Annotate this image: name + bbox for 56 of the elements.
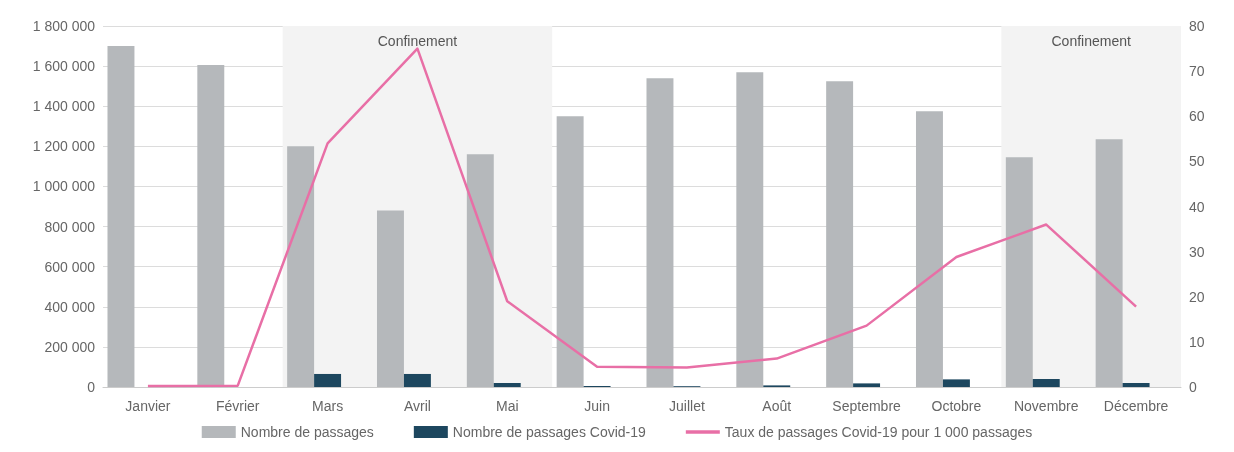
y2-tick-label: 30 bbox=[1189, 243, 1205, 260]
band-label: Confinement bbox=[1051, 33, 1131, 49]
y2-tick-label: 70 bbox=[1189, 63, 1205, 80]
bar bbox=[314, 373, 342, 387]
y2-tick-label: 10 bbox=[1189, 333, 1205, 350]
bar bbox=[915, 111, 943, 387]
bar bbox=[736, 72, 764, 387]
x-tick-label: Décembre bbox=[1103, 398, 1169, 414]
x-tick-label: Avril bbox=[403, 398, 431, 414]
y2-tick-label: 20 bbox=[1189, 288, 1205, 305]
y-tick-label: 1 200 000 bbox=[32, 138, 96, 155]
x-tick-label: Mars bbox=[312, 398, 344, 414]
bar bbox=[942, 379, 970, 387]
x-tick-label: Janvier bbox=[125, 398, 171, 414]
y-tick-label: 0 bbox=[87, 379, 96, 395]
bar bbox=[826, 81, 854, 387]
bar bbox=[287, 146, 315, 387]
y-tick-label: 1 400 000 bbox=[32, 98, 96, 115]
legend-label: Nombre de passages bbox=[240, 424, 374, 440]
y2-tick-label: 0 bbox=[1189, 379, 1197, 395]
x-tick-label: Novembre bbox=[1013, 398, 1079, 414]
y-tick-label: 1 800 000 bbox=[32, 18, 96, 34]
bar bbox=[1005, 157, 1033, 387]
bar bbox=[1095, 139, 1123, 387]
legend-label: Nombre de passages Covid-19 bbox=[452, 424, 647, 440]
y2-tick-label: 80 bbox=[1189, 18, 1205, 34]
x-tick-label: Mai bbox=[495, 398, 519, 414]
y-tick-label: 1 600 000 bbox=[32, 58, 96, 75]
bar bbox=[493, 382, 521, 387]
band-label: Confinement bbox=[377, 33, 458, 49]
x-tick-label: Septembre bbox=[832, 398, 902, 414]
y-tick-label: 400 000 bbox=[44, 298, 96, 315]
bar bbox=[107, 46, 135, 387]
legend-label: Taux de passages Covid-19 pour 1 000 passages bbox=[724, 424, 1033, 440]
x-tick-label: Octobre bbox=[931, 398, 982, 414]
x-tick-label: Août bbox=[762, 398, 792, 414]
y-tick-label: 600 000 bbox=[44, 258, 96, 275]
bar bbox=[556, 116, 584, 387]
bar bbox=[1122, 382, 1150, 387]
bar bbox=[1032, 378, 1060, 387]
y-tick-label: 1 000 000 bbox=[32, 178, 96, 195]
y2-tick-label: 40 bbox=[1189, 198, 1205, 215]
bar bbox=[376, 210, 404, 387]
line-series bbox=[146, 47, 1138, 388]
x-tick-label: Juillet bbox=[669, 398, 705, 414]
y-tick-label: 200 000 bbox=[44, 338, 96, 355]
y2-tick-label: 50 bbox=[1189, 153, 1205, 170]
x-tick-label: Juin bbox=[584, 398, 610, 414]
x-tick-label: Février bbox=[215, 398, 260, 414]
bar bbox=[197, 65, 225, 387]
bar bbox=[403, 373, 431, 387]
bar bbox=[646, 78, 674, 387]
bar bbox=[466, 154, 494, 387]
y-tick-label: 800 000 bbox=[44, 218, 96, 235]
y2-tick-label: 60 bbox=[1189, 108, 1205, 125]
bar bbox=[853, 383, 881, 387]
